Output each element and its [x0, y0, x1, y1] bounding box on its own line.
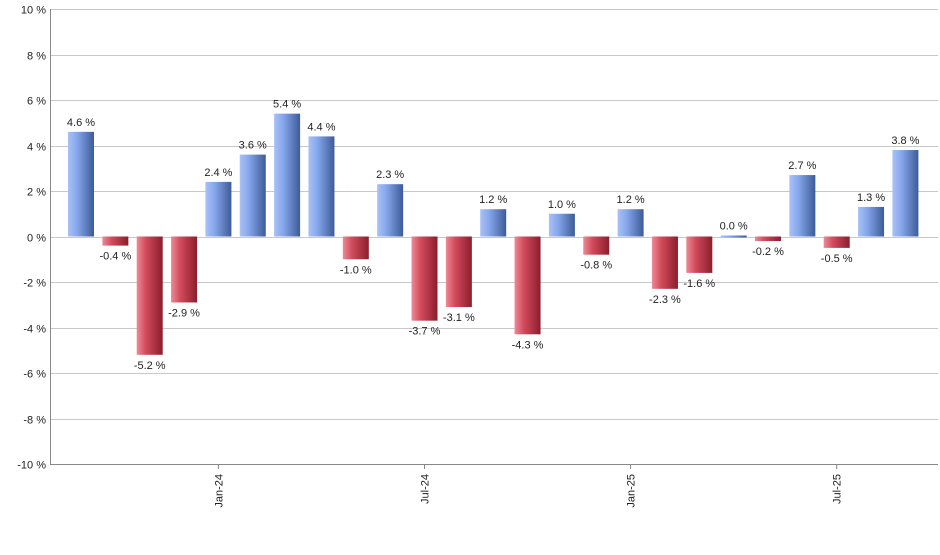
data-label: -2.9 %: [168, 307, 200, 319]
data-label: -0.2 %: [752, 246, 784, 258]
x-tick-label: Jan-25: [626, 474, 638, 508]
data-label: -1.6 %: [683, 278, 715, 290]
y-tick-label: 2 %: [27, 187, 46, 199]
data-label: -0.5 %: [821, 253, 853, 265]
y-tick-label: 6 %: [27, 96, 46, 108]
data-label: 1.0 %: [548, 199, 576, 211]
x-tick-label: Jul-24: [420, 474, 432, 504]
y-tick-label: 10 %: [21, 5, 46, 17]
bar-positive: [205, 181, 232, 237]
bar-negative: [102, 236, 129, 246]
bar-negative: [514, 236, 541, 335]
data-label: 4.6 %: [67, 117, 95, 129]
bar-negative: [411, 236, 438, 321]
y-axis: 10 % 8 % 6 % 4 % 2 % 0 % -2 % -4 % -6 % -8 % -10 %: [17, 5, 51, 472]
data-label: 4.4 %: [307, 121, 335, 133]
data-label: -3.1 %: [443, 312, 475, 324]
data-label: -1.0 %: [340, 264, 372, 276]
y-tick-label: -10 %: [17, 460, 46, 472]
bar-positive: [858, 206, 885, 237]
bar-negative: [686, 236, 713, 273]
data-label: 2.3 %: [376, 169, 404, 181]
bar-positive: [548, 213, 575, 237]
bar-positive: [617, 209, 644, 237]
bar-positive: [892, 150, 919, 237]
bar-positive: [239, 154, 266, 237]
data-label: 2.7 %: [788, 160, 816, 172]
x-axis: Jan-24 Jul-24 Jan-25 Jul-25: [50, 464, 938, 508]
data-label: -0.4 %: [99, 251, 131, 263]
data-label: 0.0 %: [720, 221, 748, 233]
data-label: 3.8 %: [891, 135, 919, 147]
y-tick-label: -2 %: [23, 278, 46, 290]
x-tick-label: Jul-25: [832, 474, 844, 504]
y-tick-label: 8 %: [27, 51, 46, 63]
data-label: -3.7 %: [409, 326, 441, 338]
value-labels: 4.6 % -0.4 % -5.2 % -2.9 % 2.4 % 3.6 % 5.4 % 4.…: [67, 99, 920, 372]
bar-negative: [823, 236, 850, 248]
data-label: 2.4 %: [204, 167, 232, 179]
data-label: -2.3 %: [649, 294, 681, 306]
bar-negative: [342, 236, 369, 260]
data-label: 1.3 %: [857, 192, 885, 204]
bar-negative: [171, 236, 198, 303]
data-label: 1.2 %: [617, 194, 645, 206]
bar-positive: [377, 184, 404, 237]
y-tick-label: -8 %: [23, 415, 46, 427]
data-label: -5.2 %: [134, 360, 166, 372]
bar-negative: [651, 236, 678, 289]
data-label: 5.4 %: [273, 99, 301, 111]
bar-positive: [720, 235, 747, 238]
bar-positive: [789, 175, 816, 237]
y-tick-label: -4 %: [23, 324, 46, 336]
data-label: 3.6 %: [239, 140, 267, 152]
bar-negative: [583, 236, 610, 255]
bar-negative: [755, 236, 781, 242]
y-tick-label: 4 %: [27, 142, 46, 154]
y-tick-label: 0 %: [27, 233, 46, 245]
data-label: -4.3 %: [512, 339, 544, 351]
x-tick-label: Jan-24: [213, 474, 225, 508]
bar-negative: [136, 236, 163, 355]
data-label: -0.8 %: [580, 260, 612, 272]
bar-positive: [68, 131, 94, 237]
bar-positive: [480, 209, 507, 237]
bars: [68, 113, 919, 355]
bar-negative: [445, 236, 472, 308]
bar-positive: [308, 136, 335, 237]
y-tick-label: -6 %: [23, 369, 46, 381]
data-label: 1.2 %: [479, 194, 507, 206]
bar-positive: [274, 113, 301, 237]
